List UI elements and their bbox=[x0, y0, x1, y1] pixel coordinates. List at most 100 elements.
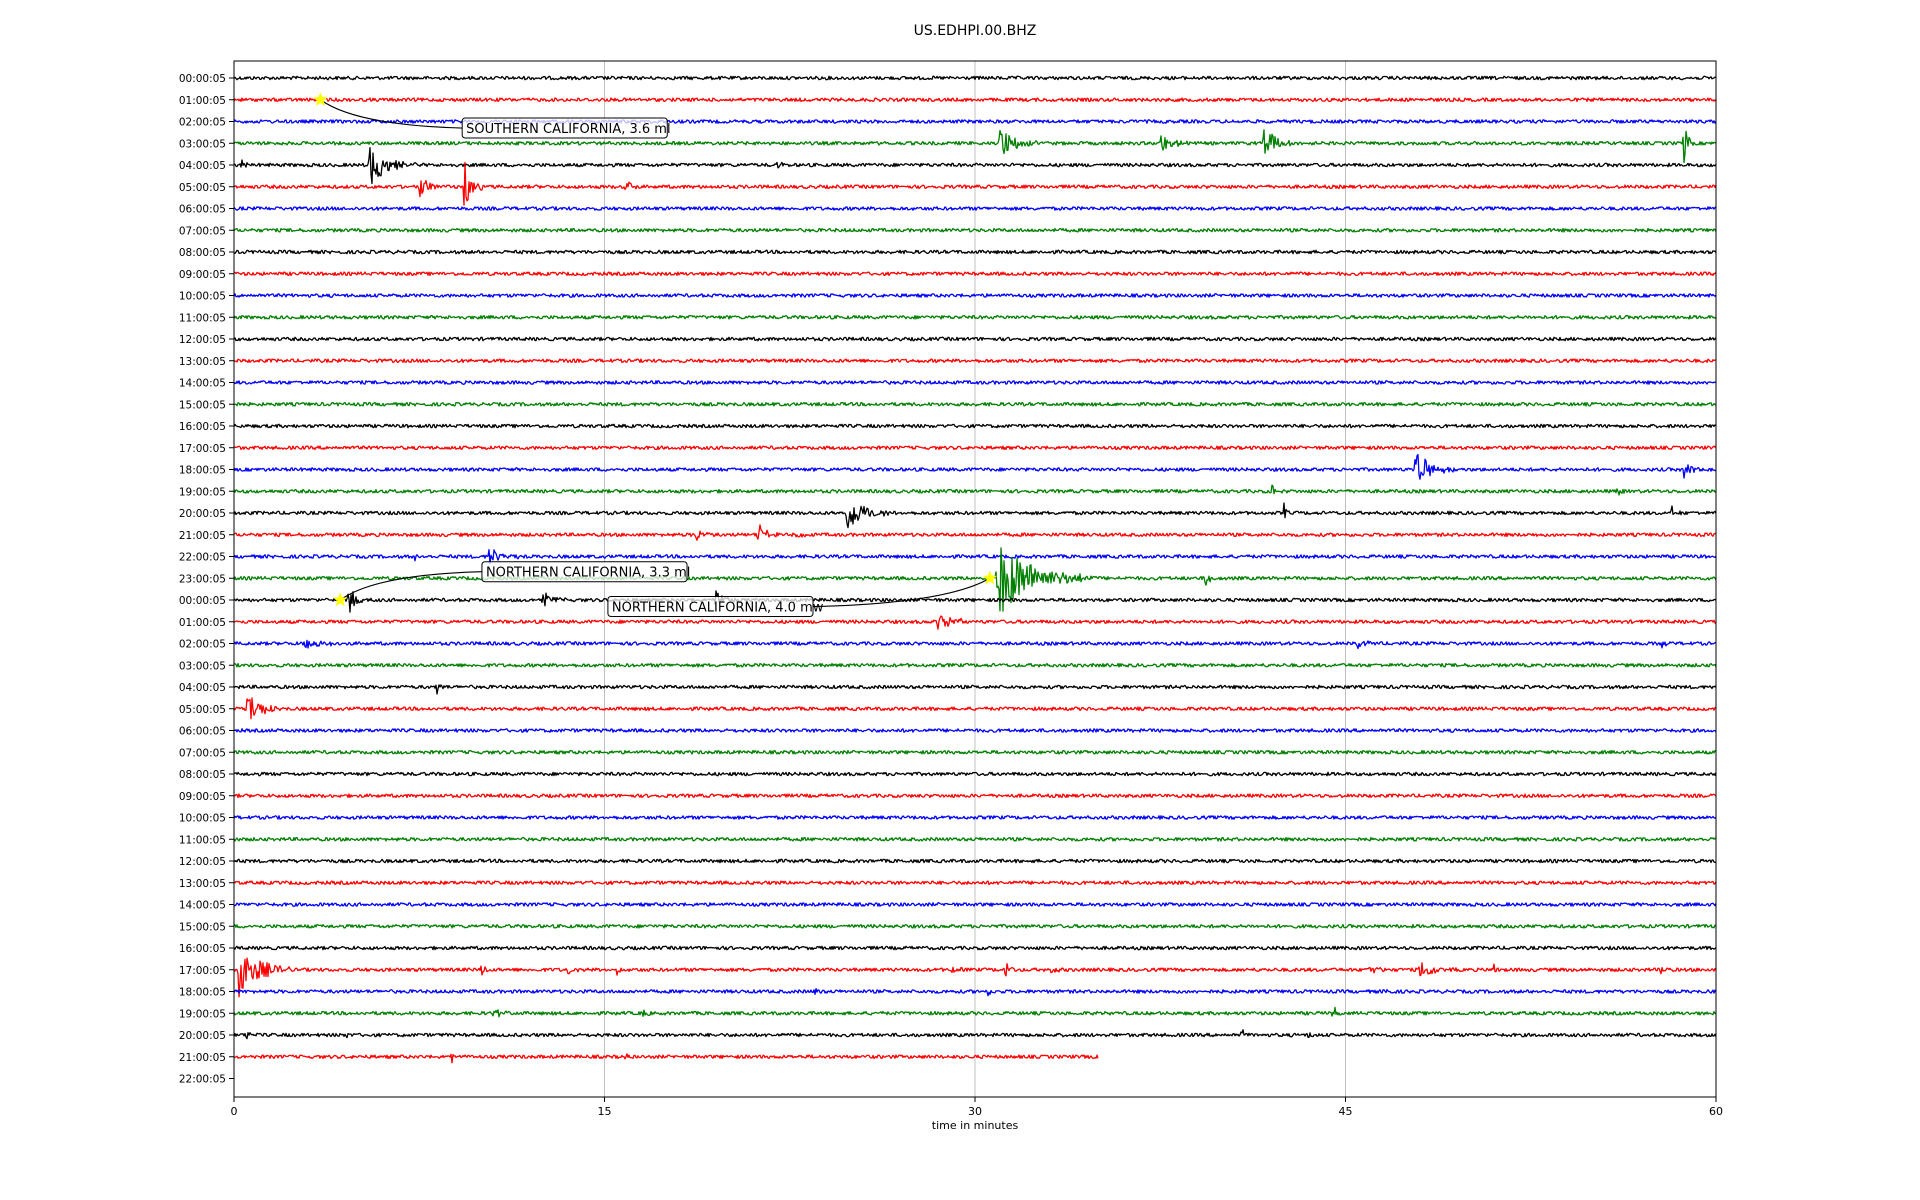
seismogram-trace bbox=[233, 227, 1717, 233]
row-time-label: 23:00:05 bbox=[179, 573, 226, 585]
row-time-label: 16:00:05 bbox=[179, 421, 226, 433]
seismogram-trace bbox=[233, 639, 1717, 650]
x-tick-label: 15 bbox=[598, 1105, 612, 1118]
row-time-label: 07:00:05 bbox=[179, 225, 226, 237]
row-time-label: 05:00:05 bbox=[179, 182, 226, 194]
row-time-label: 06:00:05 bbox=[179, 726, 226, 738]
seismogram-trace bbox=[233, 836, 1717, 842]
seismogram-trace bbox=[233, 249, 1717, 255]
seismogram-trace bbox=[233, 880, 1717, 886]
seismogram-trace bbox=[233, 858, 1717, 864]
seismogram-trace bbox=[233, 1006, 1717, 1018]
row-time-label: 21:00:05 bbox=[179, 530, 226, 542]
x-tick-label: 30 bbox=[968, 1105, 982, 1118]
x-axis-ticks: 0 15 30 45 60 bbox=[231, 1097, 1723, 1118]
row-time-label: 04:00:05 bbox=[179, 160, 226, 172]
seismogram-trace bbox=[233, 293, 1717, 298]
row-time-label: 09:00:05 bbox=[179, 269, 226, 281]
seismogram-trace bbox=[233, 147, 1717, 185]
row-time-label: 15:00:05 bbox=[179, 399, 226, 411]
row-time-label: 13:00:05 bbox=[179, 878, 226, 890]
seismogram-trace bbox=[233, 1053, 1099, 1064]
annotation-connector bbox=[320, 99, 463, 129]
event-star-icon bbox=[332, 592, 348, 607]
seismogram-trace bbox=[233, 524, 1717, 541]
row-time-label: 20:00:05 bbox=[179, 1030, 226, 1042]
row-time-label: 05:00:05 bbox=[179, 704, 226, 716]
seismogram-trace bbox=[233, 161, 1717, 206]
seismogram-trace bbox=[233, 336, 1717, 342]
annotation-connector bbox=[339, 571, 482, 601]
row-time-label: 11:00:05 bbox=[179, 312, 226, 324]
row-time-label: 11:00:05 bbox=[179, 834, 226, 846]
row-time-label: 22:00:05 bbox=[179, 552, 226, 564]
seismogram-trace bbox=[233, 957, 1717, 998]
seismogram-trace bbox=[233, 815, 1717, 820]
seismogram-trace bbox=[233, 401, 1717, 407]
seismogram-trace bbox=[233, 484, 1717, 496]
seismogram-trace bbox=[233, 728, 1717, 733]
row-time-label: 14:00:05 bbox=[179, 900, 226, 912]
row-time-label: 10:00:05 bbox=[179, 291, 226, 303]
row-time-label: 12:00:05 bbox=[179, 334, 226, 346]
row-time-label: 00:00:05 bbox=[179, 73, 226, 85]
seismogram-trace bbox=[233, 380, 1717, 385]
row-time-label: 13:00:05 bbox=[179, 356, 226, 368]
seismogram-trace bbox=[233, 549, 1717, 565]
x-tick-label: 0 bbox=[231, 1105, 238, 1118]
row-time-label: 18:00:05 bbox=[179, 987, 226, 999]
seismogram-trace bbox=[233, 547, 1717, 612]
x-axis-label: time in minutes bbox=[932, 1119, 1019, 1132]
annotation-box bbox=[607, 596, 814, 618]
row-time-label: 17:00:05 bbox=[179, 443, 226, 455]
row-time-label: 06:00:05 bbox=[179, 204, 226, 216]
seismogram-trace bbox=[233, 771, 1717, 777]
row-time-labels: 00:00:05 01:00:05 02:00:05 03:00:05 04:00:05… bbox=[179, 73, 234, 1086]
seismogram-trace bbox=[233, 1029, 1717, 1040]
seismogram-trace bbox=[233, 987, 1717, 997]
annotation-connector bbox=[812, 577, 991, 608]
seismogram-trace bbox=[233, 923, 1717, 929]
annotation-label: NORTHERN CALIFORNIA, 4.0 mw bbox=[612, 601, 824, 616]
row-time-label: 07:00:05 bbox=[179, 747, 226, 759]
x-tick-label: 45 bbox=[1339, 1105, 1353, 1118]
event-star-icon bbox=[313, 92, 328, 106]
event-annotations: SOUTHERN CALIFORNIA, 3.6 ml NORTHERN CALI… bbox=[313, 92, 998, 618]
row-time-label: 21:00:05 bbox=[179, 1052, 226, 1064]
seismogram-trace bbox=[233, 945, 1717, 951]
row-time-label: 10:00:05 bbox=[179, 813, 226, 825]
row-time-label: 15:00:05 bbox=[179, 921, 226, 933]
seismogram-trace bbox=[233, 697, 1717, 720]
seismogram-trace bbox=[233, 314, 1717, 320]
annotation-label: SOUTHERN CALIFORNIA, 3.6 ml bbox=[466, 122, 670, 137]
seismogram-trace bbox=[233, 271, 1717, 277]
row-time-label: 17:00:05 bbox=[179, 965, 226, 977]
seismogram-trace bbox=[233, 75, 1717, 81]
row-time-label: 02:00:05 bbox=[179, 117, 226, 129]
annotation-box bbox=[481, 561, 688, 583]
seismogram-trace bbox=[233, 684, 1717, 695]
seismogram-trace bbox=[233, 453, 1717, 480]
seismogram-trace bbox=[233, 749, 1717, 755]
seismogram-trace bbox=[233, 423, 1717, 429]
seismogram-trace bbox=[233, 590, 1717, 613]
seismogram-trace bbox=[233, 129, 1716, 164]
row-time-label: 12:00:05 bbox=[179, 856, 226, 868]
row-time-label: 08:00:05 bbox=[179, 769, 226, 781]
row-time-label: 01:00:05 bbox=[179, 617, 226, 629]
seismogram-trace bbox=[233, 615, 1717, 630]
x-tick-label: 60 bbox=[1709, 1105, 1723, 1118]
seismogram-trace bbox=[233, 206, 1717, 211]
seismogram-trace bbox=[233, 97, 1717, 103]
row-time-label: 09:00:05 bbox=[179, 791, 226, 803]
row-time-label: 02:00:05 bbox=[179, 639, 226, 651]
row-time-label: 08:00:05 bbox=[179, 247, 226, 259]
row-time-label: 00:00:05 bbox=[179, 595, 226, 607]
row-time-label: 19:00:05 bbox=[179, 1008, 226, 1020]
row-time-label: 14:00:05 bbox=[179, 378, 226, 390]
seismogram-trace bbox=[233, 902, 1717, 907]
annotation-label: NORTHERN CALIFORNIA, 3.3 ml bbox=[486, 566, 690, 581]
row-time-label: 20:00:05 bbox=[179, 508, 226, 520]
row-time-label: 03:00:05 bbox=[179, 138, 226, 150]
